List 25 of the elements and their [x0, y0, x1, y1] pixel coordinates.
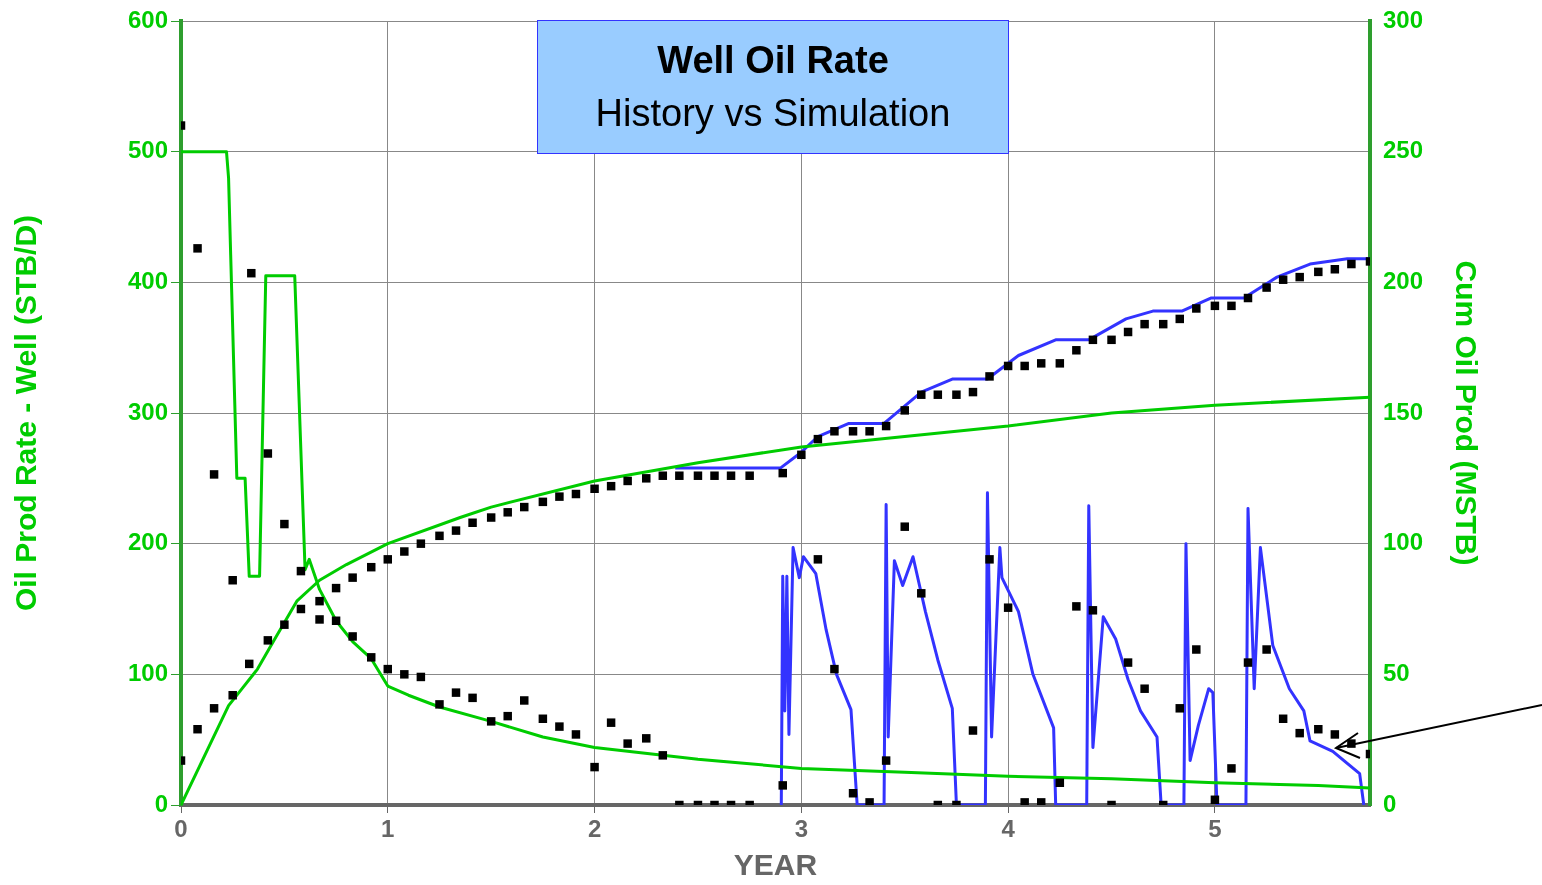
x-tick-label: 5	[1208, 815, 1222, 843]
y-tick-label: 200	[127, 528, 168, 556]
y2-tick-label: 150	[1383, 397, 1424, 425]
y-tick-label: 400	[127, 266, 168, 294]
y-tick-label: 0	[154, 789, 168, 817]
text: Well Oil Rate	[656, 39, 890, 82]
y2-tick-label: 250	[1383, 136, 1424, 164]
y2-tick-label: 300	[1383, 5, 1424, 33]
x-tick-label: 4	[1001, 815, 1016, 843]
y2-tick-label: 200	[1383, 266, 1424, 294]
y-tick-label: 300	[127, 397, 168, 425]
text: History vs Simulation	[594, 92, 952, 135]
x-axis-title: YEAR	[733, 848, 818, 882]
y2-tick-label: 0	[1383, 789, 1397, 817]
y-tick-label: 600	[127, 5, 168, 33]
y-tick-label: 500	[127, 136, 168, 164]
x-tick-label: 2	[587, 815, 602, 843]
x-tick-label: 1	[381, 815, 395, 843]
y2-tick-label: 100	[1383, 528, 1424, 556]
y2-axis-title: Cum Oil Prod (MSTB)	[1449, 260, 1483, 566]
y-tick-label: 100	[127, 658, 168, 686]
x-tick-label: 3	[794, 815, 809, 843]
y2-tick-label: 50	[1383, 658, 1410, 686]
x-tick-label: 0	[174, 815, 188, 843]
y-axis-title: Oil Prod Rate - Well (STB/D)	[9, 214, 43, 612]
